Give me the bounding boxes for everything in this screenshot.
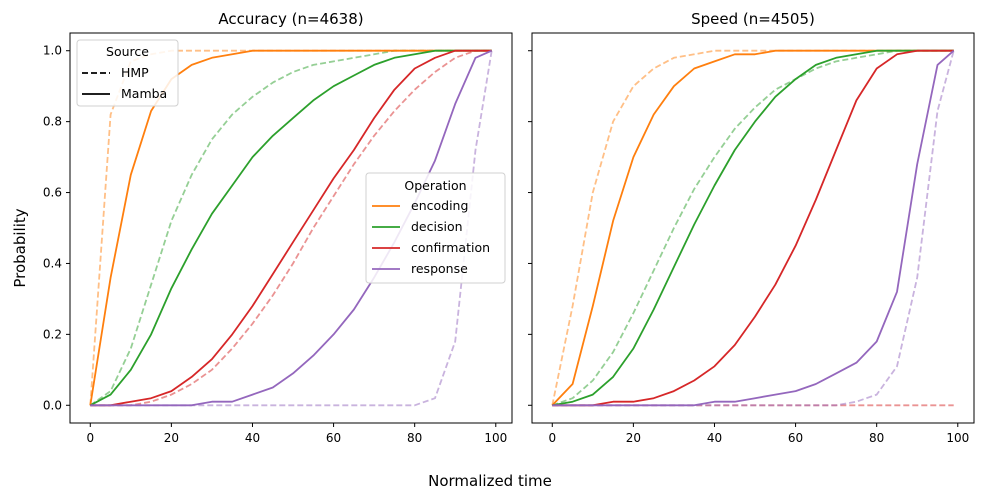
legend-source-title: Source [106,44,149,59]
x-tick-label: 100 [946,431,969,445]
y-tick-label: 1.0 [43,44,62,58]
legend-source: Source HMP Mamba [76,39,179,107]
legend-source-label: HMP [121,65,149,80]
legend-operation: Operation encoding decision confirmation res… [365,172,506,284]
x-tick-label: 20 [626,431,641,445]
legend-operation-label: response [411,261,468,276]
x-tick-label: 40 [245,431,260,445]
legend-operation-label: decision [411,219,463,234]
legend-operation-label: confirmation [411,240,490,255]
x-axis-label: Normalized time [428,472,552,490]
y-tick-label: 0.8 [43,115,62,129]
series-decision-hmp [552,49,954,407]
plot-frame [69,32,513,424]
x-tick-label: 60 [788,431,803,445]
series-confirmation-hmp [90,49,492,407]
legend-operation-box [365,172,506,284]
series-confirmation-mamba [552,49,954,407]
x-tick-label: 20 [164,431,179,445]
x-tick-label: 80 [869,431,884,445]
y-tick-label: 0.0 [43,398,62,412]
panel-title: Speed (n=4505) [691,10,815,28]
legend-source-box [76,39,179,107]
series-decision-mamba [89,49,492,407]
series-response-mamba [552,50,955,407]
x-tick-label: 100 [484,431,507,445]
legend-source-label: Mamba [121,86,167,101]
x-tick-label: 40 [707,431,722,445]
legend-operation-title: Operation [404,178,466,193]
series-confirmation-mamba [90,49,492,407]
x-tick-label: 80 [407,431,422,445]
x-tick-label: 0 [86,431,94,445]
plot-frame [531,32,975,424]
x-tick-label: 60 [326,431,341,445]
y-tick-label: 0.4 [43,256,62,270]
panel-2: Speed (n=4505) 0 20 40 60 80 100 [528,10,975,445]
panel-1: Accuracy (n=4638) 0 20 40 60 80 100 0.0 0.2 0.4 0.… [43,10,513,445]
panel-title: Accuracy (n=4638) [218,10,363,28]
y-axis-label: Probability [11,208,29,287]
legend-operation-label: encoding [411,198,468,213]
x-tick-label: 0 [548,431,556,445]
series-decision-mamba [552,49,954,407]
y-tick-label: 0.2 [43,327,62,341]
y-tick-label: 0.6 [43,186,62,200]
